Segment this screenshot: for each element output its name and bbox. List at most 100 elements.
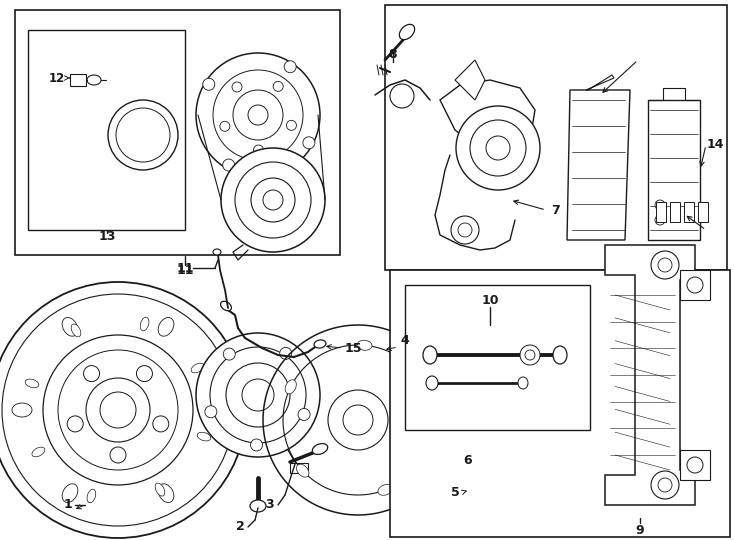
- Ellipse shape: [62, 484, 78, 503]
- Circle shape: [655, 215, 665, 225]
- Circle shape: [286, 120, 297, 130]
- Circle shape: [110, 447, 126, 463]
- Circle shape: [84, 366, 100, 382]
- Ellipse shape: [191, 363, 204, 373]
- Ellipse shape: [297, 464, 309, 477]
- Circle shape: [242, 379, 274, 411]
- Circle shape: [203, 78, 215, 90]
- Circle shape: [280, 347, 291, 360]
- Circle shape: [116, 108, 170, 162]
- Ellipse shape: [399, 24, 415, 39]
- Circle shape: [470, 510, 480, 519]
- Ellipse shape: [25, 379, 39, 388]
- Circle shape: [470, 460, 480, 470]
- Circle shape: [460, 485, 470, 495]
- Circle shape: [655, 200, 665, 210]
- Circle shape: [223, 348, 236, 360]
- Text: 2: 2: [236, 521, 244, 534]
- Text: 3: 3: [266, 498, 275, 511]
- Circle shape: [250, 439, 263, 451]
- Circle shape: [226, 363, 290, 427]
- Circle shape: [251, 178, 295, 222]
- Circle shape: [213, 70, 303, 160]
- Bar: [405, 285, 590, 430]
- Polygon shape: [698, 202, 708, 222]
- Ellipse shape: [213, 249, 221, 255]
- Circle shape: [253, 145, 264, 155]
- Circle shape: [651, 471, 679, 499]
- Text: 9: 9: [636, 523, 644, 537]
- Circle shape: [480, 470, 520, 510]
- Bar: [70, 74, 86, 86]
- Circle shape: [86, 378, 150, 442]
- Polygon shape: [203, 115, 325, 200]
- Bar: [28, 30, 185, 230]
- Ellipse shape: [357, 340, 372, 350]
- Ellipse shape: [87, 75, 101, 85]
- Text: 4: 4: [401, 334, 410, 347]
- Bar: [15, 10, 340, 255]
- Circle shape: [478, 501, 484, 508]
- Polygon shape: [648, 100, 700, 240]
- Ellipse shape: [553, 346, 567, 364]
- Circle shape: [390, 84, 414, 108]
- Circle shape: [525, 350, 535, 360]
- Circle shape: [196, 53, 320, 177]
- Circle shape: [43, 335, 193, 485]
- Circle shape: [221, 148, 325, 252]
- Circle shape: [137, 366, 153, 382]
- Bar: [385, 5, 727, 270]
- Circle shape: [470, 120, 526, 176]
- Circle shape: [480, 411, 490, 421]
- Ellipse shape: [71, 324, 81, 337]
- Circle shape: [687, 457, 703, 473]
- Text: 8: 8: [389, 49, 397, 62]
- Circle shape: [248, 105, 268, 125]
- Ellipse shape: [62, 318, 78, 336]
- Polygon shape: [656, 202, 666, 222]
- Ellipse shape: [155, 483, 165, 496]
- Ellipse shape: [518, 377, 528, 389]
- Circle shape: [298, 408, 310, 421]
- Circle shape: [490, 480, 510, 500]
- Circle shape: [153, 416, 169, 432]
- Ellipse shape: [87, 489, 95, 503]
- Polygon shape: [586, 75, 614, 90]
- Ellipse shape: [140, 317, 149, 331]
- Circle shape: [520, 345, 540, 365]
- Circle shape: [220, 122, 230, 131]
- Ellipse shape: [378, 484, 393, 495]
- Ellipse shape: [493, 480, 507, 500]
- Text: 13: 13: [98, 231, 116, 244]
- Circle shape: [514, 504, 520, 510]
- Circle shape: [468, 458, 532, 522]
- Polygon shape: [455, 60, 485, 100]
- Ellipse shape: [158, 484, 174, 503]
- Text: 7: 7: [550, 204, 559, 217]
- Polygon shape: [440, 80, 535, 155]
- Text: 12: 12: [49, 71, 65, 84]
- Circle shape: [658, 478, 672, 492]
- Text: 5: 5: [451, 485, 460, 498]
- Bar: [390, 270, 730, 537]
- Circle shape: [343, 405, 373, 435]
- Ellipse shape: [221, 301, 231, 310]
- Circle shape: [530, 485, 540, 495]
- Circle shape: [495, 520, 505, 530]
- Text: 1: 1: [64, 498, 73, 511]
- Polygon shape: [472, 410, 492, 433]
- Circle shape: [284, 60, 296, 73]
- Circle shape: [233, 90, 283, 140]
- Polygon shape: [567, 90, 630, 240]
- Ellipse shape: [12, 403, 32, 417]
- Polygon shape: [605, 245, 695, 505]
- Ellipse shape: [426, 376, 438, 390]
- Circle shape: [658, 258, 672, 272]
- Ellipse shape: [197, 432, 211, 441]
- Circle shape: [263, 190, 283, 210]
- Circle shape: [100, 392, 136, 428]
- Ellipse shape: [286, 380, 297, 394]
- Text: 11: 11: [176, 264, 194, 276]
- Ellipse shape: [32, 447, 45, 457]
- Circle shape: [687, 277, 703, 293]
